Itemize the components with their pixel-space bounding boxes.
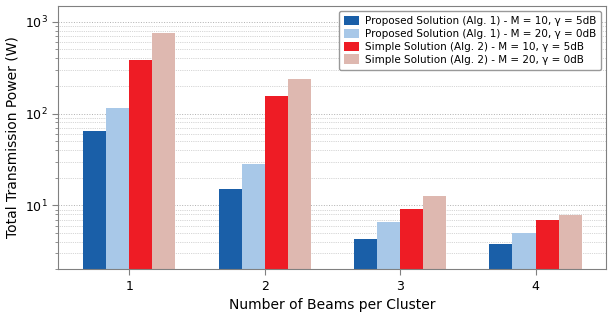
Bar <box>400 209 423 318</box>
Bar <box>559 215 581 318</box>
Bar <box>218 189 242 318</box>
Bar <box>512 233 536 318</box>
Bar <box>354 239 377 318</box>
Bar <box>83 131 106 318</box>
Bar <box>129 60 152 318</box>
Bar <box>288 79 311 318</box>
Bar <box>265 96 288 318</box>
Bar <box>242 164 265 318</box>
Bar <box>377 223 400 318</box>
X-axis label: Number of Beams per Cluster: Number of Beams per Cluster <box>229 299 436 313</box>
Legend: Proposed Solution (Alg. 1) - M = 10, γ = 5dB, Proposed Solution (Alg. 1) - M = 2: Proposed Solution (Alg. 1) - M = 10, γ =… <box>338 11 601 70</box>
Bar <box>423 197 446 318</box>
Y-axis label: Total Transmission Power (W): Total Transmission Power (W) <box>6 37 20 238</box>
Bar <box>536 219 559 318</box>
Bar <box>152 33 176 318</box>
Bar <box>490 244 512 318</box>
Bar <box>106 108 129 318</box>
